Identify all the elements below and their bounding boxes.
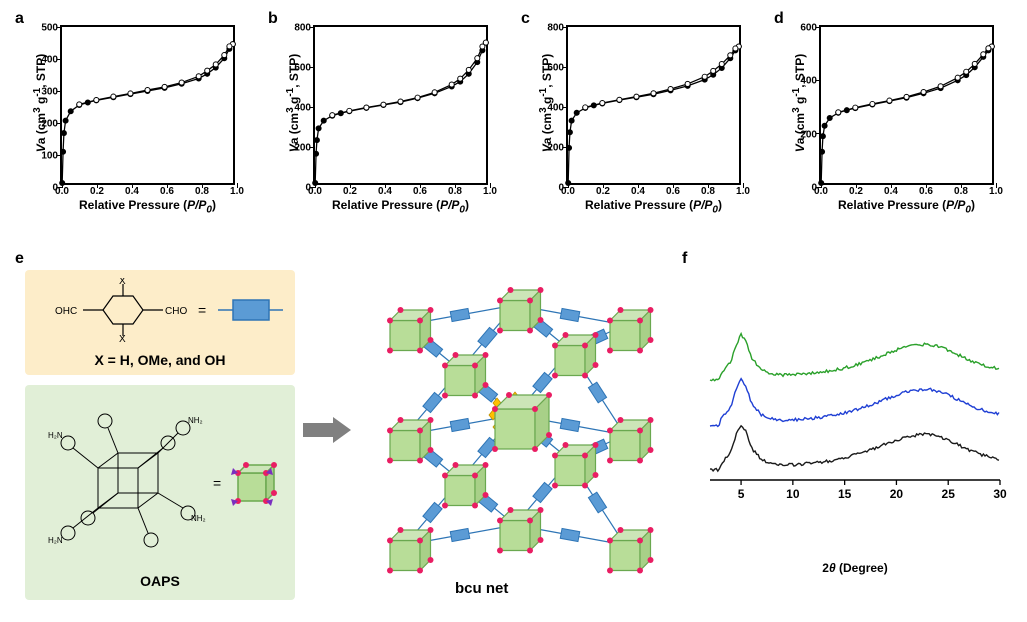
svg-text:30: 30: [993, 487, 1007, 501]
y-axis-label: Va (cm3 g-1, STP): [285, 28, 301, 178]
svg-text:X: X: [119, 334, 126, 343]
xrd-panel: 5 10 15 20 25 30 2θ (Degree): [700, 275, 1010, 575]
isotherm-chart-a: 01002003004005000.00.20.40.60.81.0Va (cm…: [60, 25, 235, 185]
xrd-trace-0: [710, 426, 999, 471]
svg-text:=: =: [213, 475, 221, 491]
svg-text:H₂N: H₂N: [48, 536, 63, 545]
y-axis-label: Va (cm3 g-1, STP): [791, 28, 807, 178]
xrd-trace-1: [710, 379, 999, 427]
linker-structure-icon: OHC CHO X X =: [33, 278, 293, 343]
svg-text:25: 25: [942, 487, 956, 501]
panel-label-f: f: [682, 250, 687, 268]
x-axis-label: Relative Pressure (P/P0): [838, 198, 975, 215]
linker-label: X = H, OMe, and OH: [33, 352, 287, 368]
svg-text:15: 15: [838, 487, 852, 501]
x-axis-label: Relative Pressure (P/P0): [585, 198, 722, 215]
svg-text:NH₂: NH₂: [191, 514, 206, 523]
svg-text:10: 10: [786, 487, 800, 501]
svg-text:OHC: OHC: [55, 306, 77, 317]
linker-box: OHC CHO X X = X = H, OMe, and OH: [25, 270, 295, 375]
bcu-label: bcu net: [455, 580, 508, 597]
x-axis-label: Relative Pressure (P/P0): [79, 198, 216, 215]
isotherm-chart-c: 02004006008000.00.20.40.60.81.0Va (cm3 g…: [566, 25, 741, 185]
isotherm-chart-d: 02004006000.00.20.40.60.81.0Va (cm3 g-1,…: [819, 25, 994, 185]
panel-label-a: a: [15, 10, 24, 28]
panel-label-c: c: [521, 10, 530, 28]
bcu-net-diagram: [355, 275, 675, 575]
y-axis-label: Va (cm3 g-1, STP): [538, 28, 554, 178]
schematic-panel: OHC CHO X X = X = H, OMe, and OH: [25, 270, 665, 610]
panel-label-d: d: [774, 10, 784, 28]
arrow-icon: [303, 415, 353, 445]
svg-text:X: X: [119, 278, 126, 287]
svg-text:5: 5: [738, 487, 745, 501]
xrd-plot: 5 10 15 20 25 30: [700, 275, 1010, 535]
y-axis-label: Va (cm3 g-1, STP): [32, 28, 48, 178]
svg-text:NH₂: NH₂: [188, 416, 203, 425]
oaps-label: OAPS: [33, 573, 287, 589]
xrd-xlabel: 2θ (Degree): [822, 561, 887, 575]
svg-text:=: =: [198, 302, 206, 318]
svg-text:H₂N: H₂N: [48, 431, 63, 440]
oaps-structure-icon: H₂N NH₂ H₂N NH₂ =: [33, 393, 293, 568]
isotherm-chart-b: 02004006008000.00.20.40.60.81.0Va (cm3 g…: [313, 25, 488, 185]
svg-text:CHO: CHO: [165, 306, 187, 317]
oaps-box: H₂N NH₂ H₂N NH₂ = OAPS: [25, 385, 295, 600]
x-axis-label: Relative Pressure (P/P0): [332, 198, 469, 215]
panel-label-b: b: [268, 10, 278, 28]
xrd-trace-2: [710, 334, 999, 381]
panel-label-e: e: [15, 250, 24, 268]
svg-text:20: 20: [890, 487, 904, 501]
